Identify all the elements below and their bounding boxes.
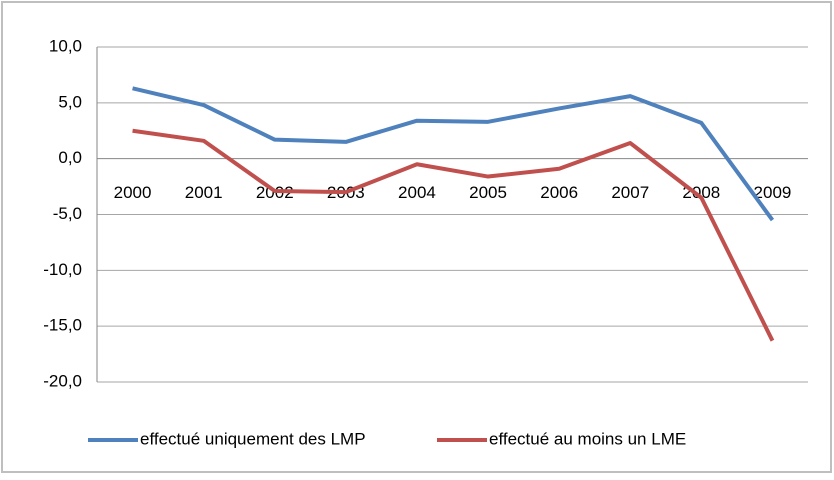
y-tick-label: -15,0	[43, 316, 82, 335]
series-line	[132, 86, 775, 222]
y-tick-label: -5,0	[53, 204, 82, 223]
y-tick-label: -20,0	[43, 371, 82, 390]
x-tick-label: 2005	[469, 183, 507, 202]
y-tick-label: 0,0	[58, 148, 82, 167]
y-tick-label: 10,0	[49, 36, 82, 55]
legend-label: effectué uniquement des LMP	[140, 429, 366, 448]
y-tick-label: -10,0	[43, 260, 82, 279]
y-tick-label: 5,0	[58, 92, 82, 111]
legend-label: effectué au moins un LME	[489, 429, 686, 448]
x-tick-label: 2009	[754, 183, 792, 202]
x-tick-label: 2007	[611, 183, 649, 202]
x-tick-label: 2000	[114, 183, 152, 202]
chart-frame	[1, 1, 832, 473]
x-tick-label: 2004	[398, 183, 436, 202]
x-tick-label: 2001	[185, 183, 223, 202]
x-tick-label: 2006	[540, 183, 578, 202]
x-tick-label: 2008	[682, 183, 720, 202]
series-line	[132, 128, 775, 342]
